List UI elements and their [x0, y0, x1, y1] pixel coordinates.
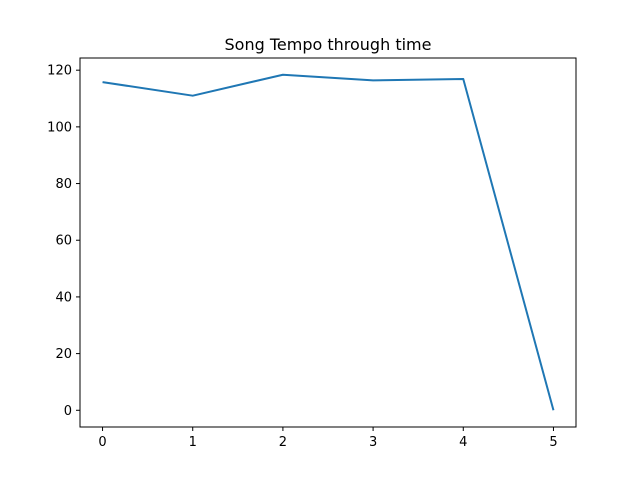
series-layer [102, 73, 555, 411]
plot-frame [79, 57, 577, 428]
x-axis: 0 1 2 3 4 5 [98, 427, 558, 450]
y-tick-label: 120 [47, 64, 72, 79]
y-tick-label: 20 [55, 347, 72, 362]
y-tick-label: 80 [55, 177, 72, 192]
x-tick-label: 5 [549, 435, 557, 450]
x-tick-label: 3 [369, 435, 377, 450]
x-tick-label: 1 [189, 435, 197, 450]
y-tick-label: 100 [47, 120, 72, 135]
y-axis: 0 20 40 60 80 100 120 [47, 64, 80, 419]
x-tick-label: 2 [279, 435, 287, 450]
chart-title: Song Tempo through time [225, 35, 432, 54]
series-line [102, 73, 555, 411]
x-tick-label: 4 [459, 435, 467, 450]
y-tick-label: 40 [55, 290, 72, 305]
x-tick-label: 0 [98, 435, 106, 450]
y-tick-label: 0 [64, 404, 72, 419]
y-tick-label: 60 [55, 234, 72, 249]
